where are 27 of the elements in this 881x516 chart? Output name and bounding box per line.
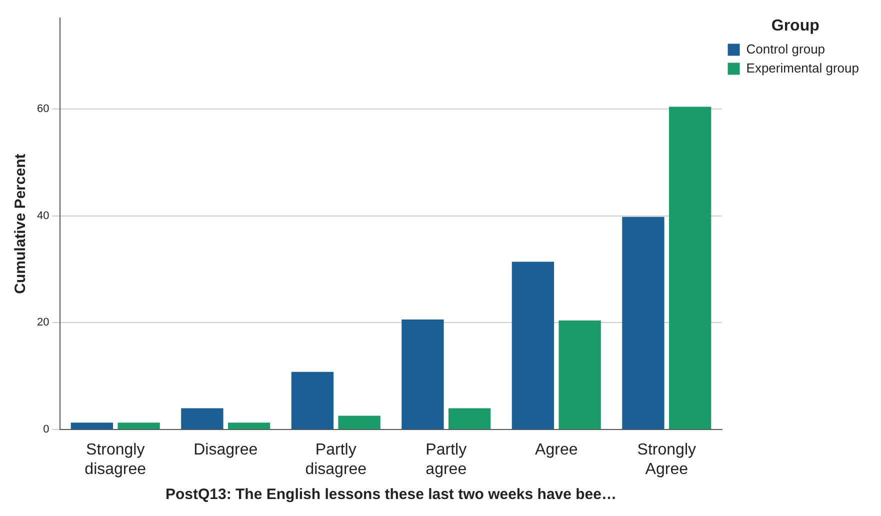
- bar: [181, 408, 224, 430]
- x-axis-title: PostQ13: The English lessons these last two weeks have bee…: [166, 486, 617, 504]
- x-tick-label: Partly agree: [426, 442, 467, 478]
- bar: [558, 320, 601, 430]
- bar: [402, 319, 444, 430]
- legend-label: Control group: [746, 41, 826, 56]
- legend-title: Group: [771, 17, 820, 34]
- x-tick-label: Strongly disagree: [84, 442, 146, 478]
- y-tick-label: 20: [36, 316, 50, 329]
- x-tick-label: Agree: [535, 442, 578, 459]
- x-tick-label: Disagree: [194, 442, 258, 459]
- bar: [512, 262, 554, 430]
- bar: [622, 216, 664, 430]
- bar: [668, 106, 712, 430]
- bar: [448, 408, 491, 430]
- y-tick-label: 40: [36, 210, 50, 222]
- x-tick-label: Partly disagree: [305, 442, 367, 478]
- bar: [118, 422, 160, 430]
- y-axis-title: Cumulative Percent: [12, 154, 30, 294]
- x-tick-label: Strongly Agree: [637, 442, 696, 478]
- bar: [291, 372, 334, 430]
- legend-label: Experimental group: [746, 60, 860, 76]
- bar: [70, 422, 114, 430]
- y-tick-label: 60: [36, 102, 50, 115]
- bar: [338, 416, 380, 430]
- bar: [228, 422, 270, 430]
- y-tick-label: 0: [43, 424, 50, 436]
